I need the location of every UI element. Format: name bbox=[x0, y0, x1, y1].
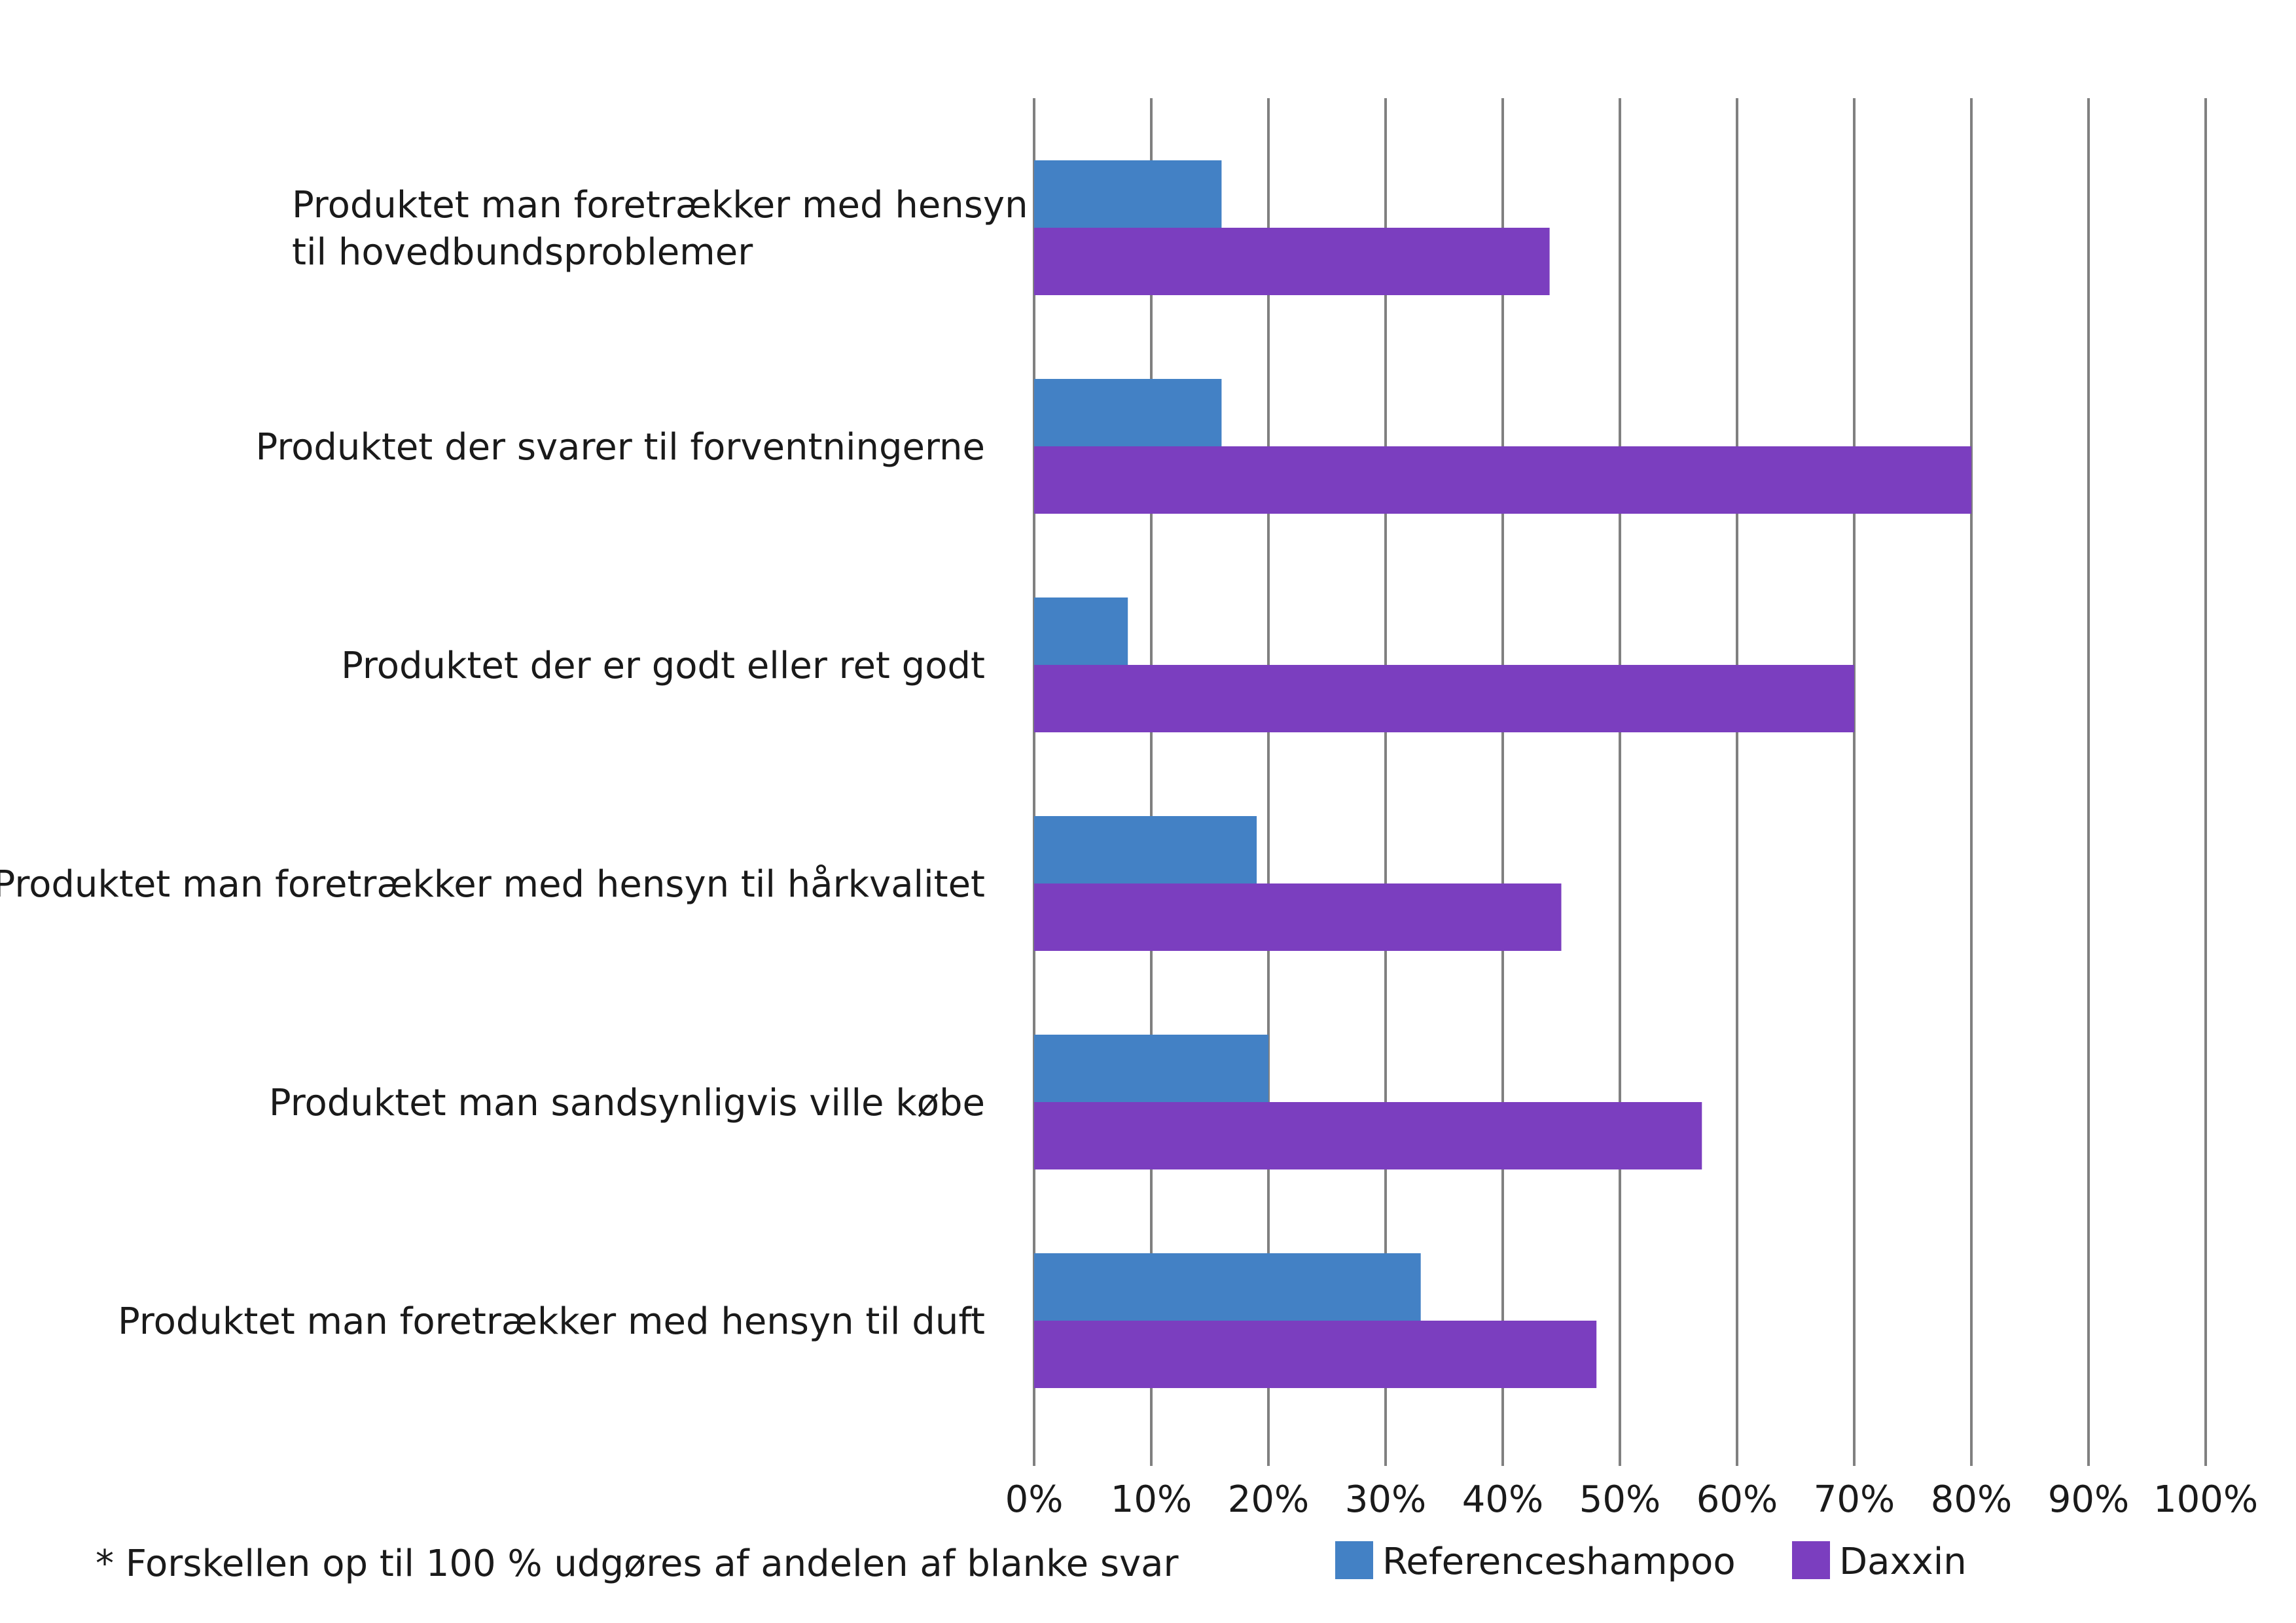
tick-label: 30% bbox=[1345, 1478, 1426, 1521]
category-label: Produktet der svarer til forventningerne bbox=[256, 426, 985, 469]
category-label: Produktet man foretrækker med hensyn bbox=[292, 184, 1028, 226]
category-labels: Produktet man foretrækker med hensyn til … bbox=[0, 184, 1028, 1343]
legend-swatch-referenceshampoo bbox=[1335, 1541, 1373, 1579]
legend-swatch-daxxin bbox=[1792, 1541, 1830, 1579]
grid-lines bbox=[1033, 98, 2207, 1466]
bar-daxxin bbox=[1034, 1102, 1702, 1169]
bar-referenceshampoo bbox=[1034, 160, 1222, 228]
tick-label: 10% bbox=[1111, 1478, 1192, 1521]
legend-label-referenceshampoo: Referenceshampoo bbox=[1382, 1541, 1736, 1583]
tick-label: 0% bbox=[1005, 1478, 1064, 1521]
tick-label: 50% bbox=[1579, 1478, 1660, 1521]
x-axis-ticks: 0% 10% 20% 30% 40% 50% 60% 70% 80% 90% 100% bbox=[1005, 1478, 2258, 1521]
category-label: Produktet man foretrækker med hensyn til… bbox=[0, 863, 985, 906]
tick-label: 70% bbox=[1814, 1478, 1895, 1521]
bar-daxxin bbox=[1034, 446, 1971, 514]
category-label: til hovedbundsproblemer bbox=[292, 231, 753, 274]
bar-referenceshampoo bbox=[1034, 1035, 1268, 1102]
legend-label-daxxin: Daxxin bbox=[1839, 1541, 1967, 1583]
bar-referenceshampoo bbox=[1034, 816, 1257, 883]
bar-daxxin bbox=[1034, 883, 1562, 951]
tick-label: 40% bbox=[1462, 1478, 1543, 1521]
footnote: * Forskellen op til 100 % udgøres af and… bbox=[96, 1543, 1179, 1585]
category-label: Produktet man foretrækker med hensyn til… bbox=[118, 1300, 985, 1343]
bars bbox=[1034, 160, 1971, 1388]
bar-daxxin bbox=[1034, 228, 1550, 295]
bar-daxxin bbox=[1034, 1321, 1597, 1388]
category-label: Produktet der er godt eller ret godt bbox=[341, 645, 985, 687]
tick-label: 20% bbox=[1228, 1478, 1309, 1521]
bar-referenceshampoo bbox=[1034, 379, 1222, 446]
tick-label: 80% bbox=[1931, 1478, 2012, 1521]
category-label: Produktet man sandsynligvis ville købe bbox=[269, 1082, 985, 1124]
tick-label: 100% bbox=[2153, 1478, 2258, 1521]
legend: Referenceshampoo Daxxin bbox=[1335, 1541, 1967, 1583]
bar-daxxin bbox=[1034, 665, 1854, 732]
bar-referenceshampoo bbox=[1034, 597, 1128, 665]
bar-referenceshampoo bbox=[1034, 1253, 1421, 1321]
tick-label: 90% bbox=[2048, 1478, 2129, 1521]
tick-label: 60% bbox=[1696, 1478, 1778, 1521]
